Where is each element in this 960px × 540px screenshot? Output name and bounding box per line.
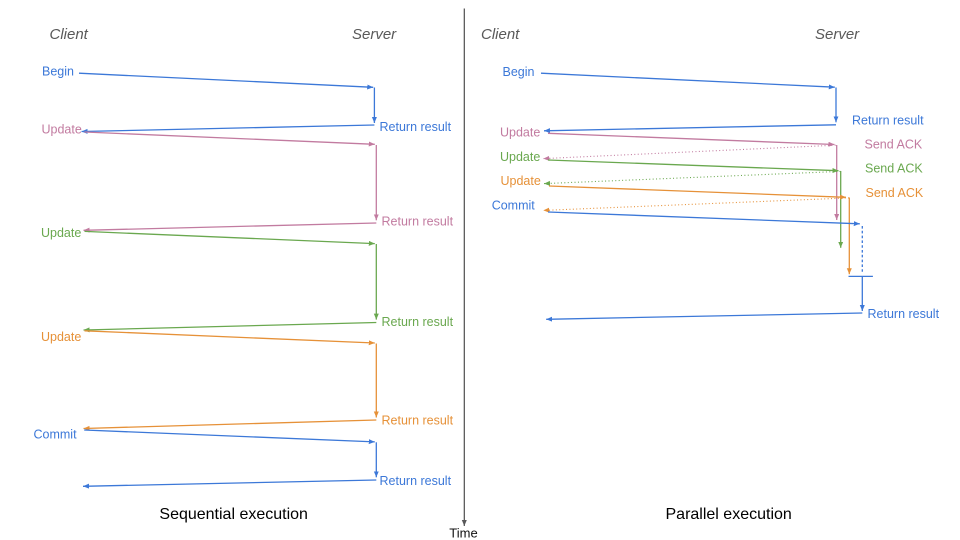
- svg-text:Server: Server: [815, 26, 860, 43]
- svg-text:Send ACK: Send ACK: [865, 137, 923, 151]
- svg-text:Update: Update: [41, 330, 81, 344]
- svg-text:Client: Client: [481, 26, 520, 43]
- svg-text:Sequential execution: Sequential execution: [159, 506, 308, 523]
- svg-text:Update: Update: [42, 123, 82, 137]
- svg-text:Update: Update: [41, 226, 81, 240]
- svg-text:Server: Server: [352, 26, 397, 43]
- svg-text:Update: Update: [501, 174, 541, 188]
- svg-text:Time: Time: [449, 526, 477, 540]
- svg-text:Return result: Return result: [382, 414, 454, 428]
- svg-text:Send ACK: Send ACK: [866, 186, 924, 200]
- svg-text:Return result: Return result: [868, 307, 940, 321]
- svg-text:Return result: Return result: [380, 474, 452, 488]
- svg-text:Send ACK: Send ACK: [865, 162, 923, 176]
- svg-text:Return result: Return result: [380, 120, 452, 134]
- svg-text:Commit: Commit: [34, 428, 78, 442]
- svg-text:Update: Update: [500, 126, 540, 140]
- svg-text:Return result: Return result: [382, 215, 454, 229]
- svg-text:Parallel execution: Parallel execution: [666, 506, 792, 523]
- svg-text:Commit: Commit: [492, 198, 536, 212]
- svg-text:Return result: Return result: [382, 315, 454, 329]
- svg-text:Client: Client: [50, 26, 89, 43]
- svg-text:Begin: Begin: [503, 65, 535, 79]
- svg-text:Return result: Return result: [852, 114, 924, 128]
- svg-text:Update: Update: [500, 150, 540, 164]
- svg-text:Begin: Begin: [42, 65, 74, 79]
